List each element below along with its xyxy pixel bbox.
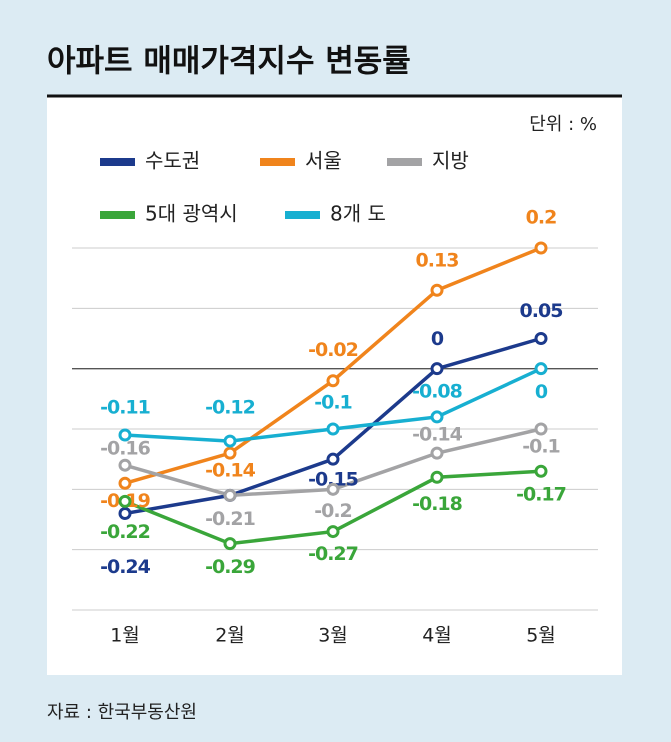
data-label: -0.17: [516, 484, 566, 506]
data-label: -0.24: [100, 556, 151, 578]
data-point: [534, 362, 548, 376]
data-point: [118, 458, 132, 472]
data-label: -0.22: [100, 521, 150, 543]
data-point: [118, 476, 132, 490]
data-point: [430, 410, 444, 424]
data-label: 0: [535, 381, 548, 403]
data-point: [326, 525, 340, 539]
data-label: -0.1: [314, 392, 352, 414]
x-tick-label: 3월: [318, 625, 348, 647]
data-point: [534, 422, 548, 436]
data-point: [223, 434, 237, 448]
legend-label: 지방: [432, 149, 469, 173]
data-label: -0.15: [308, 469, 358, 491]
data-label: -0.14: [412, 424, 463, 446]
data-point: [430, 362, 444, 376]
data-point: [326, 482, 340, 496]
data-label: -0.27: [308, 543, 358, 565]
chart-title: 아파트 매매가격지수 변동률: [47, 44, 411, 80]
data-label: -0.1: [522, 436, 560, 458]
data-label: -0.12: [205, 397, 255, 419]
data-label: -0.08: [412, 380, 463, 402]
data-point: [534, 464, 548, 478]
x-tick-label: 4월: [422, 625, 452, 647]
legend-label: 서울: [305, 149, 342, 173]
data-label: 0: [431, 328, 444, 350]
legend-label: 8개 도: [330, 202, 386, 226]
data-point: [118, 506, 132, 520]
data-label: -0.18: [412, 493, 463, 515]
x-tick-label: 1월: [110, 625, 140, 647]
data-label: 0.2: [526, 207, 557, 229]
data-point: [326, 452, 340, 466]
unit-label: 단위 : %: [529, 114, 597, 135]
data-point: [118, 428, 132, 442]
data-point: [326, 374, 340, 388]
data-point: [326, 422, 340, 436]
legend-label: 수도권: [145, 149, 200, 173]
data-label: -0.2: [314, 500, 352, 522]
data-point: [223, 537, 237, 551]
data-label: -0.14: [205, 460, 256, 482]
data-point: [534, 241, 548, 255]
data-point: [430, 446, 444, 460]
data-label: 0.13: [416, 250, 459, 272]
data-label: -0.02: [308, 339, 358, 361]
x-tick-label: 5월: [526, 625, 556, 647]
data-label: 0.05: [520, 300, 563, 322]
data-point: [223, 446, 237, 460]
legend-label: 5대 광역시: [145, 202, 238, 226]
data-point: [430, 283, 444, 297]
data-label: -0.16: [100, 438, 151, 460]
data-label: -0.29: [205, 556, 255, 578]
data-label: -0.21: [205, 508, 255, 530]
data-point: [223, 488, 237, 502]
data-point: [534, 332, 548, 345]
source-note: 자료 : 한국부동산원: [47, 702, 197, 723]
x-tick-label: 2월: [215, 625, 245, 647]
data-point: [430, 470, 444, 484]
data-point: [118, 494, 132, 508]
data-label: -0.11: [100, 397, 150, 419]
